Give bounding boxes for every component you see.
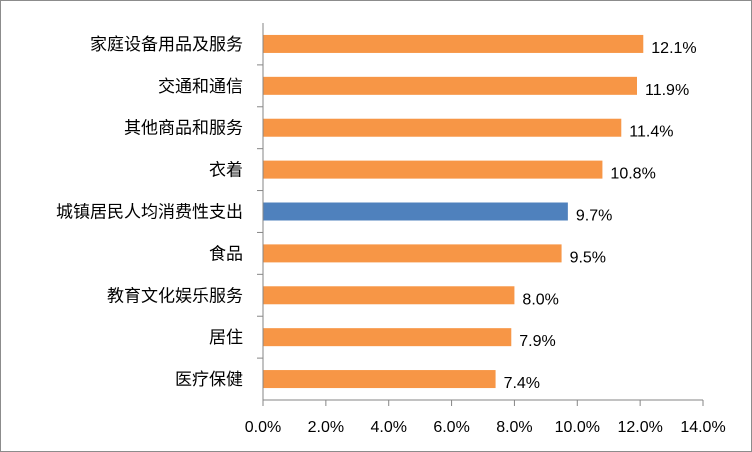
category-label-7: 居住	[209, 328, 243, 348]
bar-1	[263, 76, 637, 95]
value-label-6: 8.0%	[522, 291, 558, 308]
category-label-6: 教育文化娱乐服务	[107, 286, 243, 306]
category-label-8: 医疗保健	[175, 370, 243, 390]
bar-5	[263, 244, 562, 263]
value-label-8: 7.4%	[504, 375, 540, 392]
value-label-7: 7.9%	[519, 333, 555, 350]
value-label-1: 11.9%	[645, 82, 689, 99]
value-label-3: 10.8%	[610, 166, 655, 183]
category-label-3: 衣着	[209, 161, 243, 181]
value-label-5: 9.5%	[570, 249, 606, 266]
category-label-2: 其他商品和服务	[124, 119, 243, 139]
bars-group	[263, 34, 644, 389]
axes-group	[257, 23, 704, 406]
x-tick-label-2: 4.0%	[370, 419, 406, 436]
bar-8	[263, 370, 496, 389]
x-tick-label-0: 0.0%	[245, 419, 281, 436]
bar-3	[263, 160, 603, 179]
value-label-4: 9.7%	[576, 208, 612, 225]
bar-2	[263, 118, 622, 137]
x-tick-label-7: 14.0%	[680, 419, 725, 436]
x-tick-label-3: 6.0%	[433, 419, 469, 436]
tick-labels-group: 0.0% 2.0% 4.0% 6.0% 8.0% 10.0% 12.0% 14.0%	[245, 419, 726, 436]
category-label-1: 交通和通信	[158, 77, 243, 97]
x-tick-label-1: 2.0%	[308, 419, 344, 436]
bar-7	[263, 328, 512, 347]
bar-4	[263, 202, 568, 221]
value-label-0: 12.1%	[651, 40, 696, 57]
x-tick-label-4: 8.0%	[496, 419, 532, 436]
category-label-5: 食品	[209, 244, 243, 264]
bar-6	[263, 286, 515, 305]
value-labels-group: 12.1% 11.9% 11.4% 10.8% 9.7% 9.5% 8.0% 7.9% 7.4%	[504, 40, 697, 392]
x-tick-label-5: 10.0%	[555, 419, 600, 436]
value-label-2: 11.4%	[629, 124, 673, 141]
category-labels-group: 家庭设备用品及服务交通和通信其他商品和服务衣着城镇居民人均消费性支出食品教育文化…	[56, 35, 243, 390]
bar-0	[263, 34, 644, 53]
x-tick-label-6: 12.0%	[617, 419, 662, 436]
category-label-0: 家庭设备用品及服务	[90, 35, 243, 55]
category-label-4: 城镇居民人均消费性支出	[56, 203, 243, 223]
